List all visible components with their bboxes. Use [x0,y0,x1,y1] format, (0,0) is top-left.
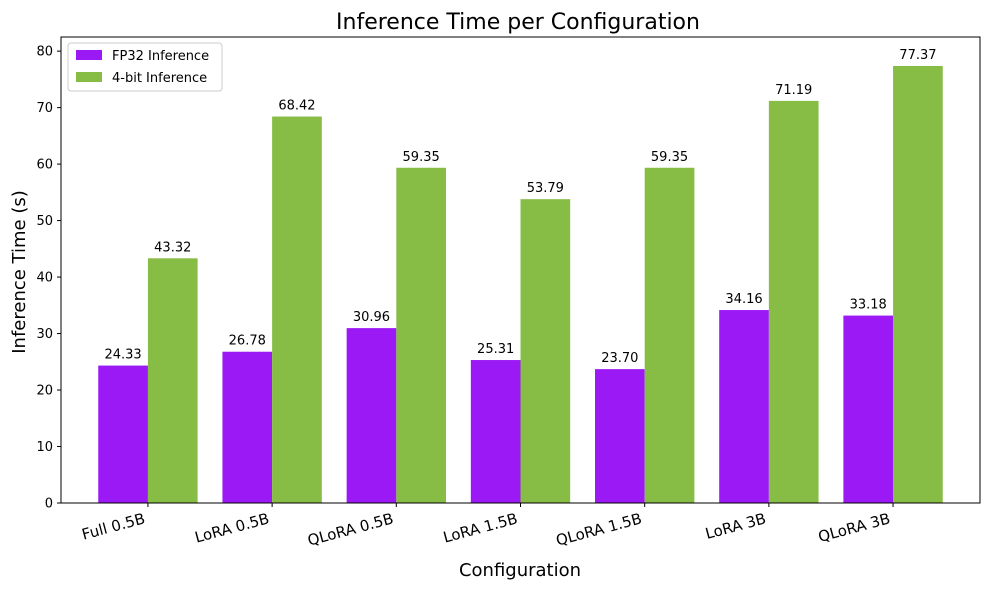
bar [272,116,322,503]
data-label: 33.18 [850,298,887,313]
bar [595,369,645,503]
bar [470,360,521,503]
legend-label: FP32 Inference [112,49,209,64]
y-tick-label: 10 [36,440,53,455]
chart-title: Inference Time per Configuration [336,10,700,35]
x-tick-label: LoRA 0.5B [193,509,271,546]
y-tick-label: 20 [36,384,53,399]
bar [768,100,819,503]
data-label: 24.33 [104,348,141,363]
bar [98,365,148,503]
x-tick-label: QLoRA 0.5B [306,509,396,549]
legend: FP32 Inference 4-bit Inference [67,42,223,92]
bar [520,199,571,504]
x-tick-label: Full 0.5B [80,509,147,543]
bar [222,351,273,503]
data-label: 25.31 [477,342,514,357]
x-tick-label: QLoRA 1.5B [554,509,644,549]
y-tick-label: 60 [36,158,53,173]
data-label: 34.16 [725,292,762,307]
data-label: 59.35 [403,150,440,165]
y-tick-label: 80 [36,45,53,60]
x-axis-label: Configuration [459,560,581,581]
data-label: 43.32 [154,240,191,255]
data-label: 30.96 [353,310,390,325]
y-tick-label: 70 [36,101,53,116]
legend-box [67,42,223,92]
bar [719,310,769,503]
x-tick-label: QLoRA 3B [816,509,892,545]
bar [147,258,198,503]
y-tick-label: 40 [36,271,53,286]
bar [396,167,446,503]
y-tick-label: 50 [36,214,53,229]
bar [893,65,943,503]
data-label: 53.79 [527,181,564,196]
data-label: 71.19 [775,83,812,98]
data-label: 77.37 [899,48,936,63]
legend-label: 4-bit Inference [112,71,207,86]
x-tick-label: LoRA 1.5B [441,509,519,546]
plot-area: 24.33 26.78 30.96 25.31 23.70 34.16 33.18 43.32… [36,36,981,550]
bar [644,167,695,503]
bar [346,328,397,503]
data-label: 23.70 [601,351,638,366]
legend-swatch [76,50,102,60]
y-tick-label: 30 [36,327,53,342]
y-axis-label: Inference Time (s) [9,190,30,354]
data-label: 26.78 [229,334,266,349]
legend-swatch [76,72,102,82]
bar [843,315,894,503]
y-tick-label: 0 [45,497,53,512]
data-label: 68.42 [278,99,315,114]
data-label: 59.35 [651,150,688,165]
x-tick-label: LoRA 3B [703,509,768,542]
